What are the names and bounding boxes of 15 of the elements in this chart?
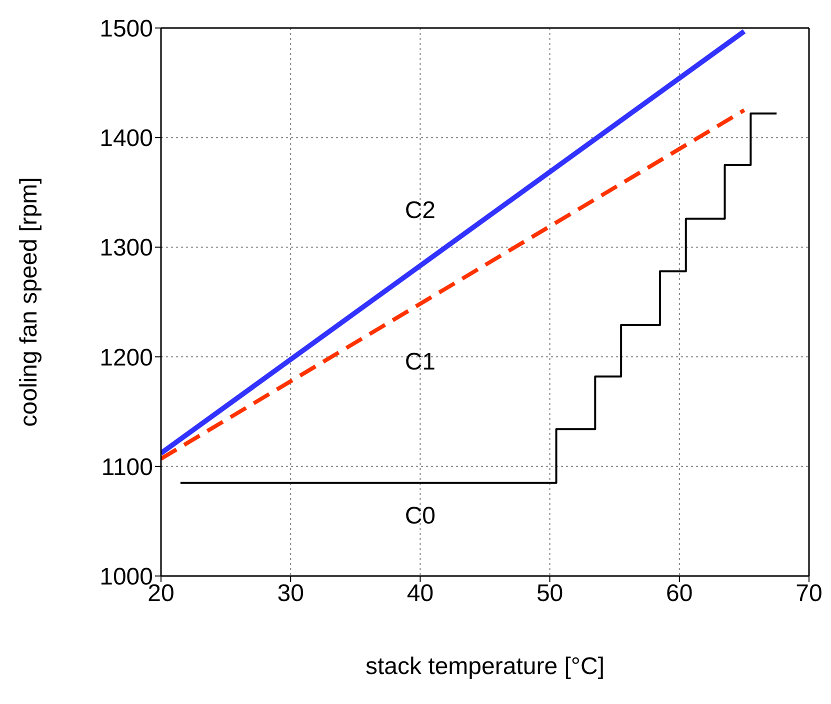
- x-tick-label: 50: [536, 580, 564, 608]
- y-tick-label: 1200: [100, 344, 153, 372]
- y-tick-label: 1100: [101, 454, 153, 481]
- y-axis-title: cooling fan speed [rpm]: [16, 177, 43, 427]
- series-label: C0: [404, 502, 436, 530]
- x-tick-label: 40: [406, 580, 434, 608]
- y-tick-label: 1300: [100, 234, 153, 262]
- x-axis-title: stack temperature [°C]: [365, 653, 605, 680]
- y-tick-label: 1500: [100, 16, 153, 43]
- x-tick-label: 60: [666, 580, 693, 608]
- series-label: C1: [404, 348, 436, 376]
- x-tick-label: 70: [796, 580, 822, 608]
- x-tick-label: 30: [277, 580, 304, 608]
- y-tick-label: 1400: [100, 125, 153, 152]
- series-label: C2: [404, 197, 436, 224]
